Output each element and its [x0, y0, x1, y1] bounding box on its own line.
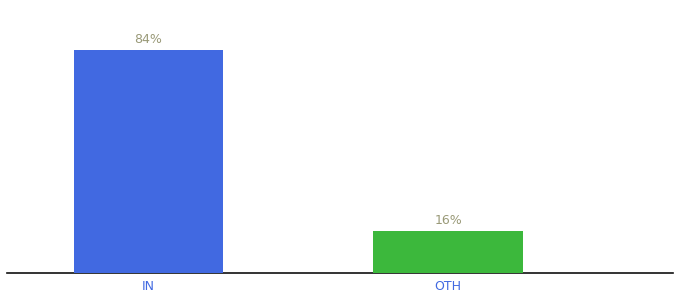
Bar — [373, 230, 523, 273]
Text: 16%: 16% — [435, 214, 462, 226]
Bar — [73, 50, 224, 273]
Text: 84%: 84% — [135, 32, 163, 46]
